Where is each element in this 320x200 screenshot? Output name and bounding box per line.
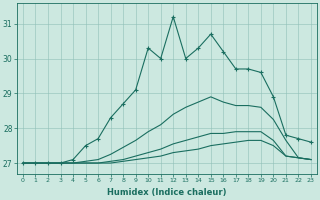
X-axis label: Humidex (Indice chaleur): Humidex (Indice chaleur) [107, 188, 227, 197]
